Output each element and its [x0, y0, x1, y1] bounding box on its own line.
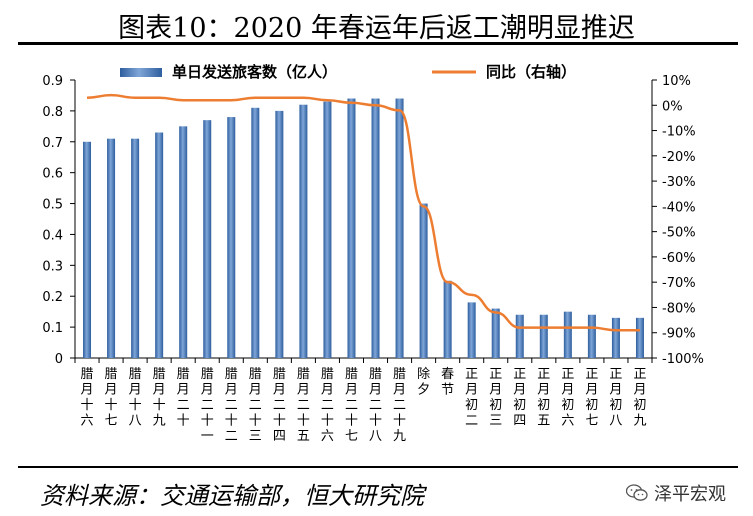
x-tick-label: 正月初六: [561, 367, 574, 429]
source-note: 资料来源：交通运输部，恒大研究院: [40, 482, 424, 510]
bar: [515, 314, 524, 358]
bar: [371, 98, 380, 359]
y-left-tick-label: 0.3: [42, 259, 63, 274]
bar: [539, 314, 548, 358]
x-tick-label: 腊月二十一: [201, 367, 214, 444]
x-tick-label: 腊月二十七: [345, 367, 358, 444]
yoy-line: [87, 93, 640, 332]
bar: [275, 110, 284, 358]
y-right-tick-label: -40%: [662, 200, 696, 215]
y-left-tick-label: 0.1: [42, 321, 63, 336]
bar: [467, 302, 476, 358]
x-tick-label: 腊月二十: [177, 367, 190, 429]
x-tick-label: 除夕: [417, 367, 430, 398]
y-left-tick-label: 0.2: [42, 290, 63, 305]
y-right-tick-label: -60%: [662, 251, 696, 266]
x-tick-label: 正月初九: [633, 367, 646, 429]
y-right-tick-label: -100%: [662, 352, 704, 367]
bar: [491, 308, 500, 358]
x-tick-label: 正月初二: [465, 367, 478, 429]
bar: [299, 104, 308, 358]
legend-bar-label: 单日发送旅客数（亿人）: [172, 63, 337, 81]
x-tick-label: 腊月十六: [81, 367, 94, 429]
x-tick-label: 腊月二十九: [393, 367, 406, 444]
y-right-tick-label: -50%: [662, 226, 696, 241]
legend-line-label: 同比（右轴）: [486, 63, 576, 81]
x-tick-label: 腊月二十八: [369, 367, 382, 444]
y-right-tick-label: -20%: [662, 150, 696, 165]
bar: [419, 203, 428, 358]
y-left-tick-label: 0.7: [42, 136, 63, 151]
bar: [563, 311, 572, 358]
y-left-tick-label: 0.6: [42, 167, 63, 182]
bar: [251, 107, 260, 358]
bar: [83, 141, 92, 358]
source-rule: [18, 466, 738, 468]
x-tick-label: 春节: [441, 367, 454, 398]
bar: [611, 317, 620, 358]
y-right-tick-label: -10%: [662, 125, 696, 140]
y-left-tick-label: 0.9: [42, 74, 63, 89]
y-right-tick-label: -30%: [662, 175, 696, 190]
x-tick-label: 腊月十八: [129, 367, 142, 429]
bar: [587, 314, 596, 358]
legend: 单日发送旅客数（亿人） 同比（右轴）: [120, 63, 576, 81]
bar: [131, 138, 140, 358]
y-right-tick-label: 0%: [662, 99, 683, 114]
title-rule: [18, 42, 738, 45]
y-right-tick-label: -70%: [662, 276, 696, 291]
y-left-tick-label: 0.4: [42, 228, 63, 243]
x-tick-label: 腊月二十四: [273, 367, 286, 444]
bar: [395, 98, 404, 359]
brand-text: 泽平宏观: [654, 484, 726, 505]
page-title: 图表10：2020 年春运年后返工潮明显推迟: [118, 13, 635, 44]
x-tick-label: 正月初五: [537, 367, 550, 429]
x-tick-label: 腊月十七: [105, 367, 118, 429]
x-tick-label: 正月初八: [609, 367, 622, 429]
y-right-tick-label: 10%: [662, 74, 691, 89]
bar: [227, 117, 236, 358]
y-right-tick-label: -90%: [662, 327, 696, 342]
line-series: [87, 93, 640, 332]
bar: [203, 120, 212, 359]
chart-axes: 0 0.1 0.2 0.3 0.4 0.5 0.6 0.7 0.8 0.9 -100% -90% -80…: [42, 74, 704, 367]
y-left-tick-label: 0.8: [42, 105, 63, 120]
x-tick-label: 正月初七: [585, 367, 598, 429]
wechat-icon: [626, 484, 648, 501]
chart: 0 0.1 0.2 0.3 0.4 0.5 0.6 0.7 0.8 0.9 -100% -90% -80…: [42, 63, 704, 444]
y-left-tick-label: 0: [55, 352, 63, 367]
bar-series: [83, 98, 644, 359]
y-right-tick-label: -80%: [662, 301, 696, 316]
x-tick-label: 腊月十九: [153, 367, 166, 429]
x-tick-label: 腊月二十二: [225, 367, 238, 444]
bar: [635, 317, 644, 358]
brand-watermark: 泽平宏观: [626, 480, 726, 506]
x-tick-label: 正月初三: [489, 367, 502, 429]
x-tick-label: 正月初四: [513, 367, 526, 429]
x-tick-label: 腊月二十三: [249, 367, 262, 444]
bar: [107, 138, 116, 358]
bar: [179, 126, 188, 358]
x-tick-label: 腊月二十五: [297, 367, 310, 444]
bar: [155, 132, 164, 358]
x-tick-label: 腊月二十六: [321, 367, 334, 444]
legend-bar-swatch: [120, 68, 162, 77]
bar: [347, 98, 356, 359]
bar: [443, 280, 452, 358]
bar: [323, 101, 332, 358]
y-left-tick-label: 0.5: [42, 198, 63, 213]
x-tick-labels: 腊月十六腊月十七腊月十八腊月十九腊月二十腊月二十一腊月二十二腊月二十三腊月二十四…: [81, 367, 647, 444]
